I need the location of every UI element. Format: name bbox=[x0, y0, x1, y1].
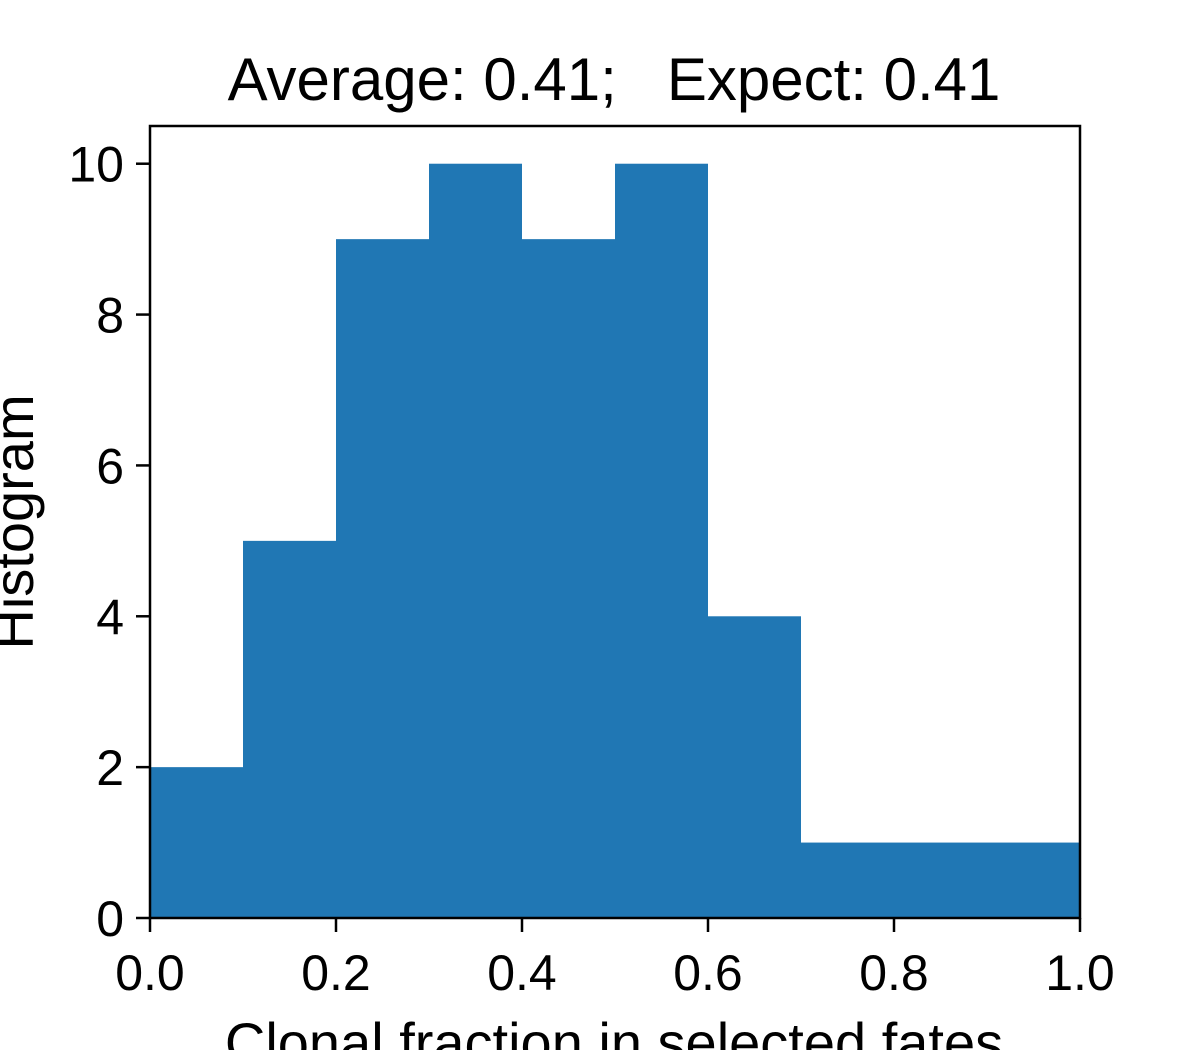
x-tick-label: 1.0 bbox=[1045, 945, 1115, 1001]
y-axis-label: Histogram bbox=[0, 394, 45, 649]
y-tick-label: 6 bbox=[96, 438, 124, 494]
histogram-bars bbox=[150, 163, 1080, 919]
x-tick-label: 0.2 bbox=[301, 945, 371, 1001]
histogram-bar bbox=[801, 842, 894, 918]
y-tick-label: 0 bbox=[96, 891, 124, 947]
chart-title: Average: 0.41; Expect: 0.41 bbox=[228, 46, 1001, 113]
x-axis-ticks: 0.0 0.2 0.4 0.6 0.8 1.0 bbox=[115, 918, 1115, 1001]
x-tick-label: 0.6 bbox=[673, 945, 743, 1001]
histogram-bar bbox=[615, 163, 708, 918]
histogram-bar bbox=[987, 842, 1080, 918]
histogram-bar bbox=[708, 616, 801, 918]
x-tick-label: 0.8 bbox=[859, 945, 929, 1001]
histogram-bar bbox=[243, 540, 336, 918]
y-tick-label: 10 bbox=[68, 137, 124, 193]
y-tick-label: 2 bbox=[96, 740, 124, 796]
histogram-bar bbox=[150, 767, 243, 918]
x-tick-label: 0.0 bbox=[115, 945, 185, 1001]
x-axis-label: Clonal fraction in selected fates bbox=[225, 1011, 1003, 1050]
y-tick-label: 8 bbox=[96, 288, 124, 344]
histogram-bar bbox=[336, 239, 429, 919]
histogram-bar bbox=[894, 842, 987, 918]
y-axis-ticks: 0 2 4 6 8 10 bbox=[68, 137, 150, 947]
y-tick-label: 4 bbox=[96, 589, 124, 645]
histogram-bar bbox=[522, 239, 615, 919]
plot-frame bbox=[148, 124, 1082, 920]
histogram-bar bbox=[429, 163, 522, 918]
x-tick-label: 0.4 bbox=[487, 945, 557, 1001]
